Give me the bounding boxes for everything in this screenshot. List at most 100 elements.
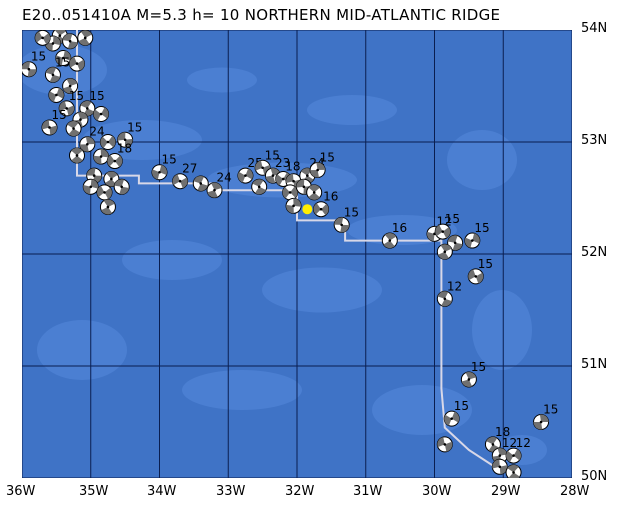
beachball-quadrant <box>180 177 188 189</box>
focal-mechanism[interactable]: 12 <box>491 436 517 464</box>
focal-mechanism[interactable]: 15 <box>333 205 359 233</box>
focal-mechanism[interactable]: 12 <box>436 279 462 307</box>
beachball-quadrant <box>316 162 326 170</box>
focal-mechanism[interactable] <box>93 148 110 165</box>
focal-mechanism[interactable] <box>96 184 113 201</box>
focal-mechanism[interactable] <box>251 178 268 195</box>
beachball-center <box>68 84 72 88</box>
focal-mechanism[interactable]: 15 <box>41 108 67 136</box>
focal-mechanism[interactable] <box>69 147 85 164</box>
focal-mechanism[interactable] <box>77 30 94 46</box>
focal-mechanism[interactable]: 15 <box>79 89 105 117</box>
focal-mechanism[interactable]: 15 <box>44 55 70 83</box>
focal-mechanism[interactable] <box>192 175 209 192</box>
focal-mechanism[interactable]: 15 <box>533 403 559 430</box>
focal-mechanism[interactable] <box>34 30 51 46</box>
beachball-quadrant <box>54 30 67 36</box>
beachball-center <box>474 275 478 278</box>
focal-mechanism[interactable] <box>55 50 72 66</box>
beachball-quadrant <box>197 183 208 191</box>
focal-mechanism[interactable] <box>69 55 85 72</box>
focal-mechanism[interactable]: 18 <box>484 425 510 453</box>
focal-mechanism[interactable] <box>282 184 299 201</box>
lat-label-53: 53N <box>581 133 608 148</box>
focal-mechanism[interactable]: 27 <box>172 162 198 190</box>
focal-mechanism[interactable]: 16 <box>381 221 407 249</box>
mechanism-depth-label: 15 <box>127 120 142 134</box>
map-panel[interactable]: 1515151515152415181527242515231824151615… <box>22 30 572 478</box>
focal-mechanism[interactable]: 12 <box>505 436 531 464</box>
focal-mechanism[interactable] <box>447 234 464 251</box>
lon-label-35w: 35W <box>79 484 109 499</box>
beachball-quadrant <box>52 35 61 46</box>
focal-mechanism[interactable] <box>48 86 65 103</box>
beachball-center <box>58 34 62 37</box>
beachball-quadrant <box>384 233 397 241</box>
beachball-quadrant <box>67 121 79 129</box>
beachball-quadrant <box>310 170 319 178</box>
focal-mechanism[interactable]: 24 <box>206 171 232 199</box>
beachball-quadrant <box>286 204 294 214</box>
beachball-quadrant <box>100 136 108 149</box>
focal-mechanism[interactable] <box>62 78 79 94</box>
beachball-quadrant <box>48 91 57 103</box>
focal-mechanism[interactable]: 18 <box>106 142 132 170</box>
beachball-quadrant <box>66 105 75 116</box>
focal-mechanism[interactable] <box>99 134 116 150</box>
focal-mechanism[interactable] <box>306 184 323 201</box>
focal-mechanism[interactable] <box>93 106 110 122</box>
focal-mechanism[interactable]: 15 <box>434 212 460 240</box>
beachball-quadrant <box>211 182 222 191</box>
focal-mechanism[interactable]: 15 <box>443 399 469 427</box>
bathymetry-patch <box>262 267 382 313</box>
focal-mechanism[interactable]: 15 <box>151 153 177 181</box>
focal-mechanism[interactable]: 15 <box>22 50 46 78</box>
mechanism-depth-label: 23 <box>275 156 290 170</box>
focal-mechanism[interactable] <box>285 197 302 214</box>
focal-mechanism[interactable] <box>436 436 453 453</box>
beachball-quadrant <box>275 174 284 186</box>
bathymetry-map: 1515151515152415181527242515231824151615… <box>22 30 572 478</box>
focal-mechanism[interactable] <box>82 178 99 195</box>
beachball-quadrant <box>107 135 116 148</box>
beachball-center <box>65 107 68 110</box>
mechanism-depth-label: 15 <box>162 153 177 167</box>
beachball-center <box>99 112 103 116</box>
focal-mechanism[interactable]: 15 <box>117 120 143 148</box>
focal-mechanism[interactable] <box>103 170 120 187</box>
focal-mechanism[interactable]: 15 <box>58 89 84 117</box>
focal-mechanism[interactable] <box>65 120 82 137</box>
beachball-quadrant <box>533 422 543 430</box>
mechanism-depth-label: 15 <box>69 89 84 103</box>
focal-mechanism[interactable]: 15 <box>309 151 335 178</box>
beachball-center <box>288 191 292 194</box>
beachball-quadrant <box>100 149 109 158</box>
focal-mechanism[interactable] <box>99 198 116 215</box>
bathymetry-patch <box>307 95 397 125</box>
focal-mechanism[interactable]: 24 <box>79 125 105 153</box>
beachball-center <box>539 420 543 424</box>
focal-mechanism[interactable] <box>113 178 130 195</box>
focal-mechanism[interactable] <box>491 458 508 475</box>
focal-mechanism[interactable] <box>62 33 79 50</box>
beachball-quadrant <box>447 235 458 243</box>
focal-mechanism[interactable]: 15 <box>460 360 486 388</box>
focal-mechanism[interactable] <box>436 243 453 260</box>
focal-mechanism[interactable]: 15 <box>464 221 490 249</box>
beachball-quadrant <box>437 251 449 260</box>
mechanism-depth-label: 15 <box>52 108 67 122</box>
beachball-quadrant <box>475 272 484 284</box>
lon-label-31w: 31W <box>353 484 383 499</box>
bathymetry-patch <box>472 290 532 370</box>
beachball-center <box>158 170 161 174</box>
focal-mechanism[interactable] <box>505 464 522 478</box>
beachball-quadrant <box>255 160 263 171</box>
beachball-center <box>244 174 247 177</box>
focal-mechanism[interactable]: 15 <box>467 257 493 285</box>
beachball-quadrant <box>441 298 452 307</box>
mechanism-depth-label: 15 <box>89 89 104 103</box>
bathymetry-patch <box>82 120 202 160</box>
mechanism-depth-label: 18 <box>285 159 300 173</box>
focal-mechanism[interactable]: 16 <box>313 190 339 218</box>
epicenter-marker[interactable] <box>302 204 313 215</box>
